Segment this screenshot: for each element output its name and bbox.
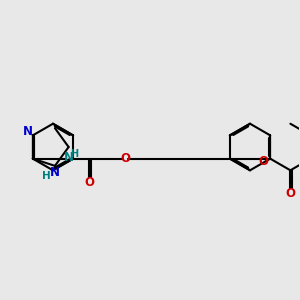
Text: N: N <box>50 166 60 179</box>
Text: H: H <box>43 171 51 181</box>
Text: O: O <box>259 155 269 168</box>
Text: O: O <box>84 176 94 189</box>
Text: O: O <box>285 187 296 200</box>
Text: N: N <box>64 151 74 164</box>
Text: H: H <box>70 148 78 159</box>
Text: O: O <box>121 152 130 165</box>
Text: N: N <box>22 125 32 138</box>
